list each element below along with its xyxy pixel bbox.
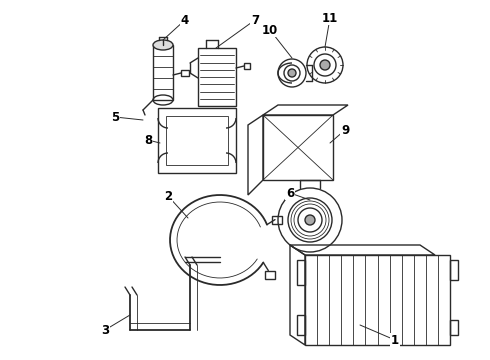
Circle shape [305, 215, 315, 225]
Text: 3: 3 [101, 315, 130, 337]
Text: 5: 5 [111, 111, 143, 123]
Bar [450, 260, 458, 280]
Bar [244, 63, 250, 69]
Bar [181, 70, 189, 76]
Bar [297, 315, 305, 335]
Bar [265, 270, 275, 279]
Text: 8: 8 [144, 134, 160, 147]
Circle shape [320, 60, 330, 70]
Text: 2: 2 [164, 189, 188, 218]
Bar [198, 48, 236, 106]
Bar [272, 216, 282, 224]
Bar [305, 255, 450, 345]
Bar [297, 260, 305, 285]
Bar [158, 108, 236, 173]
Circle shape [288, 69, 296, 77]
Text: 10: 10 [262, 23, 292, 58]
Bar [450, 320, 458, 335]
Text: 11: 11 [322, 12, 338, 47]
Ellipse shape [153, 40, 173, 50]
Bar [263, 115, 333, 180]
Text: 6: 6 [286, 186, 310, 200]
Bar [153, 45, 173, 100]
Text: 7: 7 [216, 14, 259, 48]
Text: 4: 4 [163, 14, 189, 40]
Text: 9: 9 [330, 123, 349, 143]
Text: 1: 1 [360, 325, 399, 346]
Bar [166, 116, 228, 165]
